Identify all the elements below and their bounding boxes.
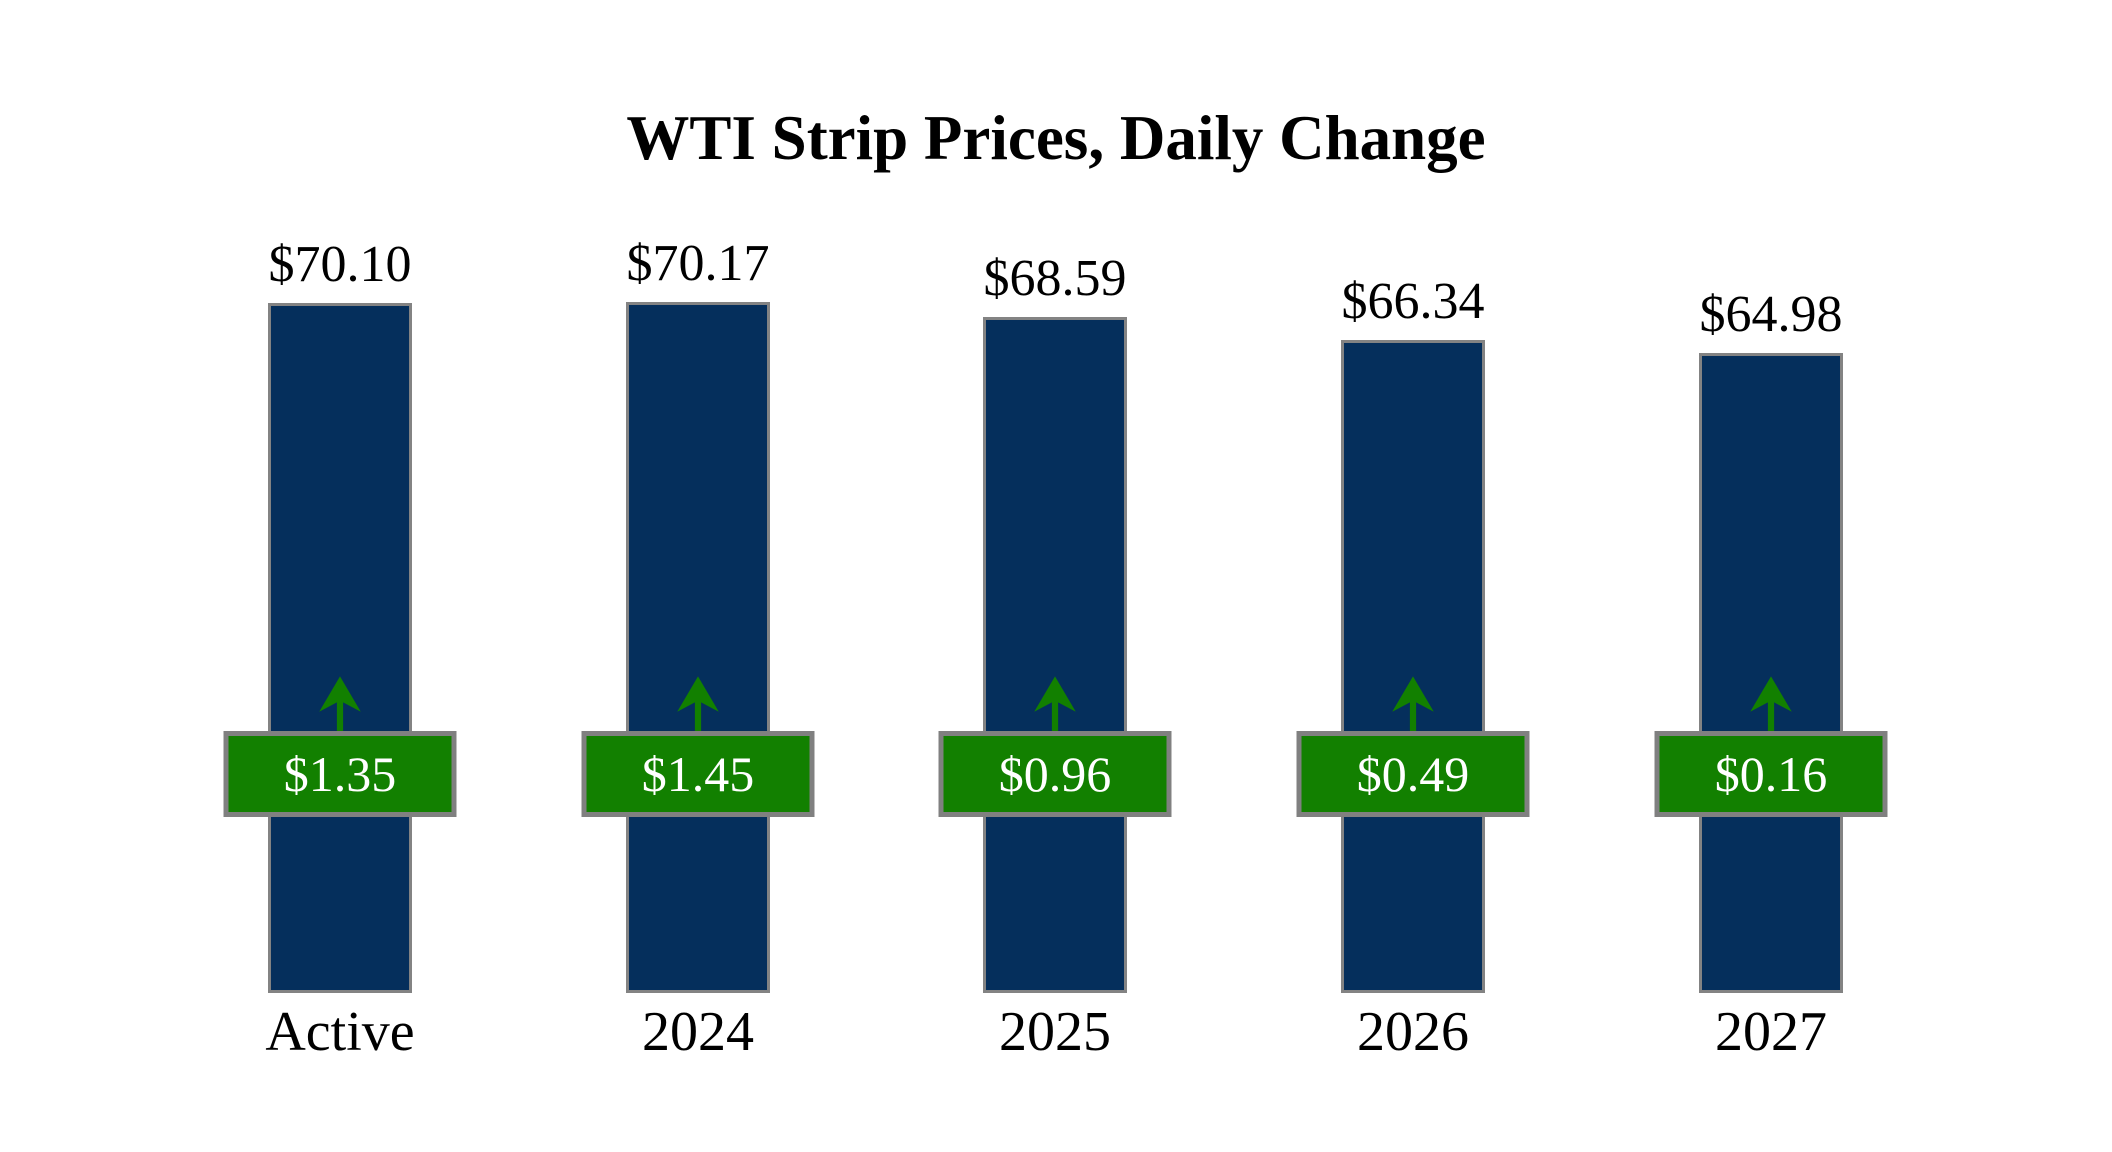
up-arrow-icon <box>1392 676 1434 733</box>
price-label: $68.59 <box>983 250 1127 307</box>
change-badge: $0.49 <box>1296 731 1530 817</box>
price-label: $66.34 <box>1341 273 1485 330</box>
category-label: 2025 <box>999 1001 1111 1063</box>
price-bar <box>983 317 1127 993</box>
category-label: Active <box>265 1001 415 1063</box>
up-arrow-icon <box>319 676 361 733</box>
change-badge: $0.16 <box>1654 731 1888 817</box>
chart-title: WTI Strip Prices, Daily Change <box>626 103 1486 173</box>
change-badge: $1.35 <box>223 731 457 817</box>
price-bar <box>1699 353 1843 993</box>
price-label: $70.10 <box>268 236 412 293</box>
price-label: $64.98 <box>1699 286 1843 343</box>
change-label: $0.16 <box>1714 746 1828 802</box>
bar-group-2025: $68.59 $0.96 2025 <box>875 0 1235 1152</box>
up-arrow-icon <box>677 676 719 733</box>
change-label: $0.49 <box>1356 746 1470 802</box>
bar-group-2027: $64.98 $0.16 2027 <box>1591 0 1951 1152</box>
up-arrow-icon <box>1750 676 1792 733</box>
change-label: $0.96 <box>998 746 1112 802</box>
up-arrow-icon <box>1034 676 1076 733</box>
bar-group-active: $70.10 $1.35 Active <box>160 0 520 1152</box>
price-bar <box>626 302 770 993</box>
bar-group-2024: $70.17 $1.45 2024 <box>518 0 878 1152</box>
change-label: $1.35 <box>283 746 397 802</box>
bar-group-2026: $66.34 $0.49 2026 <box>1233 0 1593 1152</box>
change-badge: $0.96 <box>938 731 1172 817</box>
price-label: $70.17 <box>626 235 770 292</box>
price-bar <box>268 303 412 993</box>
price-bar <box>1341 340 1485 993</box>
category-label: 2026 <box>1357 1001 1469 1063</box>
change-label: $1.45 <box>641 746 755 802</box>
category-label: 2027 <box>1715 1001 1827 1063</box>
category-label: 2024 <box>642 1001 754 1063</box>
change-badge: $1.45 <box>581 731 815 817</box>
